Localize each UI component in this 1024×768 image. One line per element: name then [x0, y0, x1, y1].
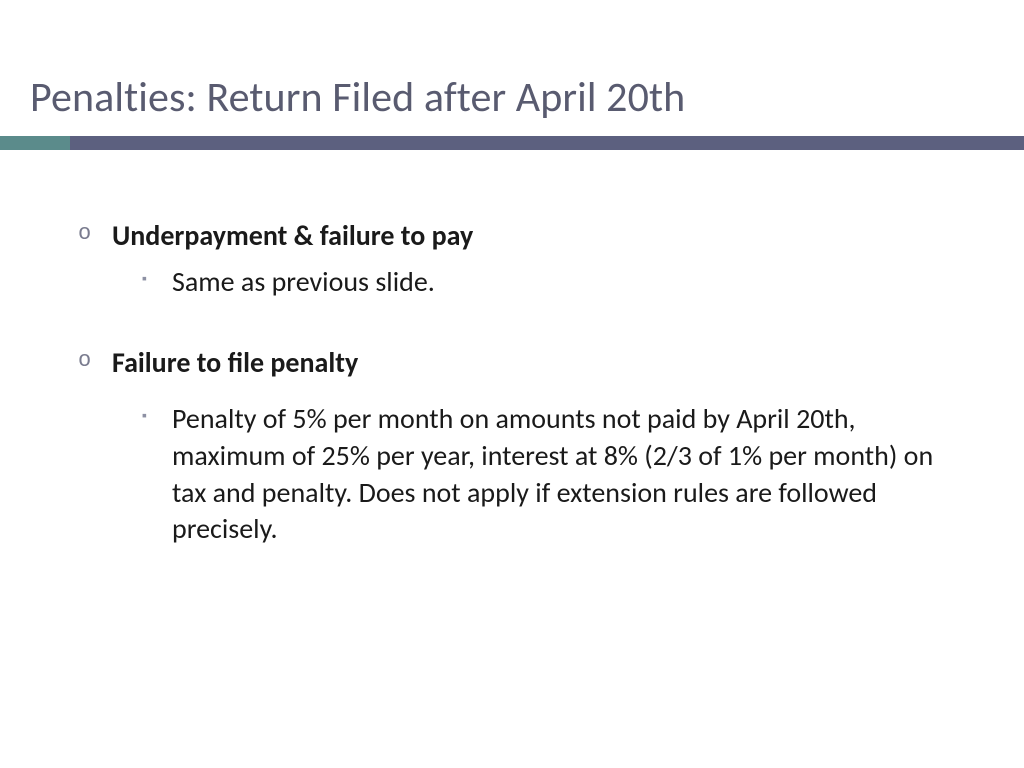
bullet-level2: Same as previous slide. — [142, 264, 958, 301]
bullet-heading: Underpayment & failure to pay — [112, 218, 473, 253]
bullet-level2: Penalty of 5% per month on amounts not p… — [142, 401, 958, 549]
bullet-level1: Failure to file penalty — [78, 345, 958, 381]
divider-main — [70, 136, 1024, 150]
page-title: Penalties: Return Filed after April 20th — [30, 72, 685, 123]
slide: Penalties: Return Filed after April 20th… — [0, 0, 1024, 768]
slide-body: Underpayment & failure to pay Same as pr… — [78, 218, 958, 548]
spacer — [78, 301, 958, 345]
divider-accent — [0, 136, 70, 150]
bullet-level1: Underpayment & failure to pay — [78, 218, 958, 254]
bullet-heading: Failure to file penalty — [112, 345, 358, 380]
title-divider — [0, 136, 1024, 150]
spacer — [78, 391, 958, 401]
